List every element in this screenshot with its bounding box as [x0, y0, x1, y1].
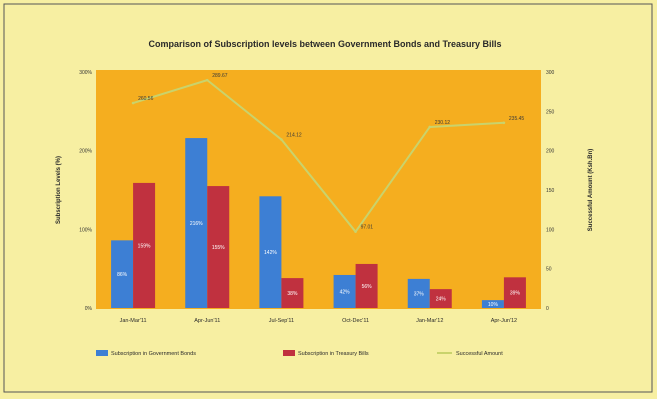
axis-ticks: 0% 100% 200% 300% 0 50 100 150 200 250 300: [79, 70, 554, 312]
category-axis: Jan-Mar'11 Apr-Jun'11 Jul-Sep'11 Oct-Dec'11…: [120, 318, 518, 324]
bar-data-label: 142%: [264, 250, 277, 256]
legend-label: Subscription in Treasury Bills: [298, 351, 369, 357]
bar-data-label: 159%: [138, 243, 151, 249]
line-point: [131, 101, 135, 105]
y2-tick-label: 50: [546, 267, 552, 273]
legend-swatch: [96, 350, 108, 356]
y2-axis-title: Successful Amount (Ksh.Bn): [588, 149, 594, 231]
line-data-label: 289.67: [212, 73, 228, 79]
y2-tick-label: 150: [546, 188, 555, 194]
line-point: [280, 138, 283, 141]
y2-tick-label: 200: [546, 149, 555, 155]
y2-tick-label: 250: [546, 109, 555, 115]
bars-layer: 86% 216% 142% 42% 37% 10% 159% 155% 38% 56% 24% 39%: [111, 138, 526, 308]
legend: Subscription in Government Bonds Subscrip…: [96, 350, 503, 357]
bar-tbills-1: [207, 186, 230, 308]
plot-area: [96, 70, 541, 309]
bar-data-label: 155%: [212, 245, 225, 251]
bar-bonds-4: [407, 278, 430, 308]
line-data-label: 230.12: [435, 120, 451, 126]
chart-title: Comparison of Subscription levels betwee…: [148, 39, 501, 49]
bar-tbills-5: [503, 277, 526, 308]
bar-data-label: 24%: [436, 297, 447, 303]
bar-data-label: 56%: [362, 284, 373, 290]
y-tick-label: 0%: [85, 306, 93, 312]
y2-tick-label: 100: [546, 227, 555, 233]
x-tick-label: Apr-Jun'11: [194, 318, 220, 324]
bar-data-label: 10%: [488, 302, 499, 308]
bar-tbills-2: [281, 278, 304, 308]
y-tick-label: 300%: [79, 70, 92, 76]
line-point: [354, 230, 357, 233]
x-tick-label: Jan-Mar'12: [416, 318, 443, 324]
bar-data-label: 216%: [190, 221, 203, 227]
bar-data-label: 37%: [414, 291, 425, 297]
bar-tbills-3: [355, 263, 378, 308]
line-point: [205, 78, 209, 82]
line-data-label: 260.56: [138, 96, 154, 102]
line-successful-amount: [132, 79, 504, 233]
y2-tick-label: 300: [546, 70, 555, 76]
bar-data-label: 86%: [117, 272, 128, 278]
x-tick-label: Apr-Jun'12: [491, 318, 517, 324]
line-point: [502, 121, 506, 125]
bar-tbills-4: [429, 289, 452, 308]
legend-label: Subscription in Government Bonds: [111, 351, 196, 357]
line-data-label: 97.01: [361, 225, 374, 231]
x-tick-label: Jul-Sep'11: [269, 318, 294, 324]
legend-swatch: [283, 350, 295, 356]
bar-bonds-0: [111, 240, 134, 308]
bar-data-label: 39%: [510, 291, 521, 297]
line-layer: 260.56 289.67 214.12 97.01 230.12 235.45: [131, 73, 525, 233]
bar-bonds-5: [481, 300, 504, 308]
bar-bonds-2: [259, 196, 282, 308]
y-tick-label: 100%: [79, 227, 92, 233]
bar-data-label: 42%: [340, 289, 351, 295]
bar-bonds-3: [333, 274, 356, 308]
line-data-label: 235.45: [509, 116, 525, 122]
bar-bonds-1: [185, 138, 208, 308]
x-tick-label: Oct-Dec'11: [342, 318, 369, 324]
y-tick-label: 200%: [79, 149, 92, 155]
chart-border: [3, 3, 653, 393]
legend-label: Successful Amount: [456, 351, 503, 357]
x-tick-label: Jan-Mar'11: [120, 318, 147, 324]
line-point: [428, 125, 432, 129]
y2-tick-label: 0: [546, 306, 549, 312]
y-axis-title: Subscription Levels (%): [56, 156, 62, 224]
bar-data-label: 38%: [287, 291, 298, 297]
line-data-label: 214.12: [286, 133, 302, 139]
bar-tbills-0: [133, 182, 156, 308]
